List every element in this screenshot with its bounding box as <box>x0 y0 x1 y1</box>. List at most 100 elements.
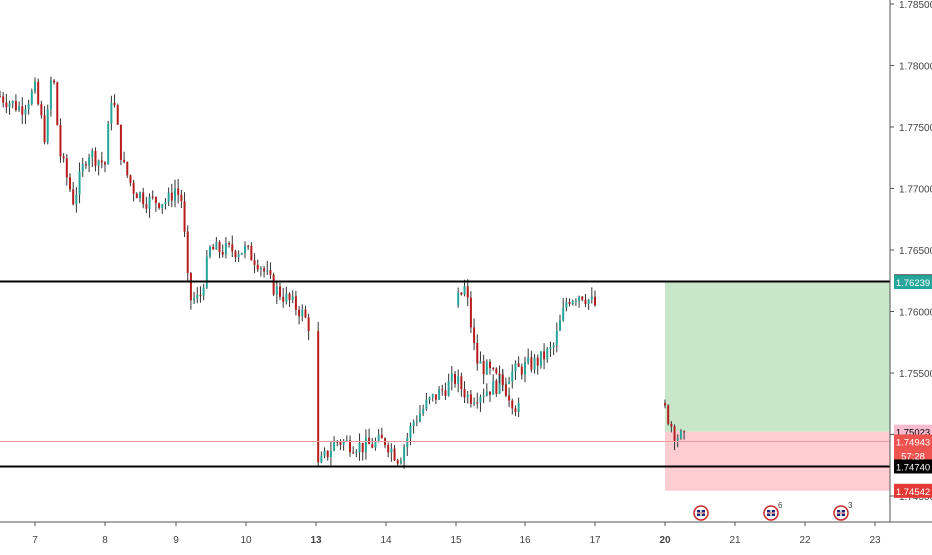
candle-body <box>539 351 542 366</box>
uk-flag-icon[interactable] <box>763 505 779 521</box>
candle-body <box>59 125 62 157</box>
candle-body <box>91 150 94 158</box>
candle-body <box>11 100 14 104</box>
candle-body <box>568 301 571 305</box>
candle-body <box>489 361 491 369</box>
candle-body <box>177 188 180 195</box>
uk-flag-icon[interactable] <box>693 505 709 521</box>
candle-body <box>294 296 297 310</box>
x-tick-label: 17 <box>589 535 601 546</box>
uk-flag-icon[interactable] <box>833 505 849 521</box>
candle-body <box>501 375 504 385</box>
candle-body <box>352 452 355 454</box>
candle-body <box>409 425 412 438</box>
candle-body <box>43 115 46 143</box>
profit-zone[interactable] <box>665 282 890 432</box>
y-tick-label: 1.76000 <box>899 308 932 319</box>
candle-body <box>536 357 539 366</box>
candle-body <box>37 81 40 105</box>
candle-body <box>355 452 358 454</box>
candle-body <box>107 123 110 165</box>
candle-body <box>49 80 52 110</box>
candle-body <box>164 201 167 205</box>
price-label-text: 1.74542 <box>896 487 930 498</box>
event-count: 3 <box>848 501 853 510</box>
candle-body <box>683 431 686 433</box>
candle-body <box>307 317 310 332</box>
candle-body <box>524 362 526 375</box>
candle-body <box>371 444 374 448</box>
candle-body <box>329 450 332 458</box>
candle-body <box>380 434 383 439</box>
y-tick-label: 1.78500 <box>899 0 932 11</box>
candle-body <box>199 294 202 296</box>
candle-body <box>495 380 498 394</box>
candle-body <box>504 384 507 396</box>
candle-body <box>527 357 530 363</box>
candle-body <box>205 256 208 288</box>
candle-body <box>301 309 304 317</box>
price-label-text: 1.76239 <box>896 278 930 289</box>
candle-body <box>460 376 463 390</box>
candle-body <box>40 104 43 116</box>
candle-body <box>161 204 164 208</box>
candle-body <box>253 260 256 265</box>
candle-body <box>412 421 415 426</box>
candle-body <box>345 440 348 442</box>
candle-body <box>104 162 106 165</box>
candle-body <box>514 363 517 372</box>
candle-body <box>180 194 183 202</box>
candle-body <box>72 189 75 205</box>
price-label-tag <box>894 275 932 290</box>
candle-body <box>212 246 215 250</box>
candle-body <box>431 394 434 398</box>
candle-body <box>135 193 138 199</box>
candle-body <box>65 158 68 178</box>
candle-body <box>46 109 49 143</box>
candle-body <box>479 396 482 403</box>
candle-body <box>508 381 511 385</box>
candle-body <box>587 299 590 304</box>
price-label-tag <box>894 459 932 474</box>
y-tick-label: 1.77000 <box>899 185 932 196</box>
candle-body <box>419 413 421 422</box>
candle-body <box>482 361 485 375</box>
event-count: 6 <box>778 501 783 510</box>
candle-body <box>581 296 584 300</box>
candle-body <box>81 164 84 172</box>
candle-body <box>571 301 574 305</box>
candle-body <box>514 408 517 412</box>
candle-body <box>326 450 329 458</box>
candle-body <box>482 395 485 397</box>
candle-body <box>320 455 323 463</box>
candle-body <box>129 175 132 183</box>
candle-body <box>84 164 87 166</box>
candle-body <box>333 441 336 451</box>
candle-body <box>476 402 479 404</box>
candle-body <box>240 252 243 255</box>
candle-body <box>282 296 285 302</box>
candle-body <box>56 82 59 126</box>
candle-body <box>485 361 488 375</box>
candle-body <box>428 397 431 400</box>
candle-body <box>498 373 501 376</box>
candle-body <box>479 361 482 364</box>
candle-body <box>291 296 294 300</box>
candle-body <box>555 330 558 346</box>
candle-body <box>244 245 246 253</box>
candle-body <box>485 391 488 396</box>
candle-body <box>543 351 546 360</box>
candle-body <box>441 389 444 391</box>
x-tick-label: 15 <box>450 535 462 546</box>
x-tick-label: 22 <box>799 535 811 546</box>
price-label-tag <box>894 483 932 498</box>
candle-body <box>24 109 27 115</box>
loss-zone[interactable] <box>665 431 890 491</box>
candle-body <box>676 438 679 441</box>
candle-body <box>562 307 565 321</box>
candle-body <box>5 102 8 108</box>
x-tick-label: 20 <box>659 535 671 546</box>
candle-body <box>364 437 367 453</box>
